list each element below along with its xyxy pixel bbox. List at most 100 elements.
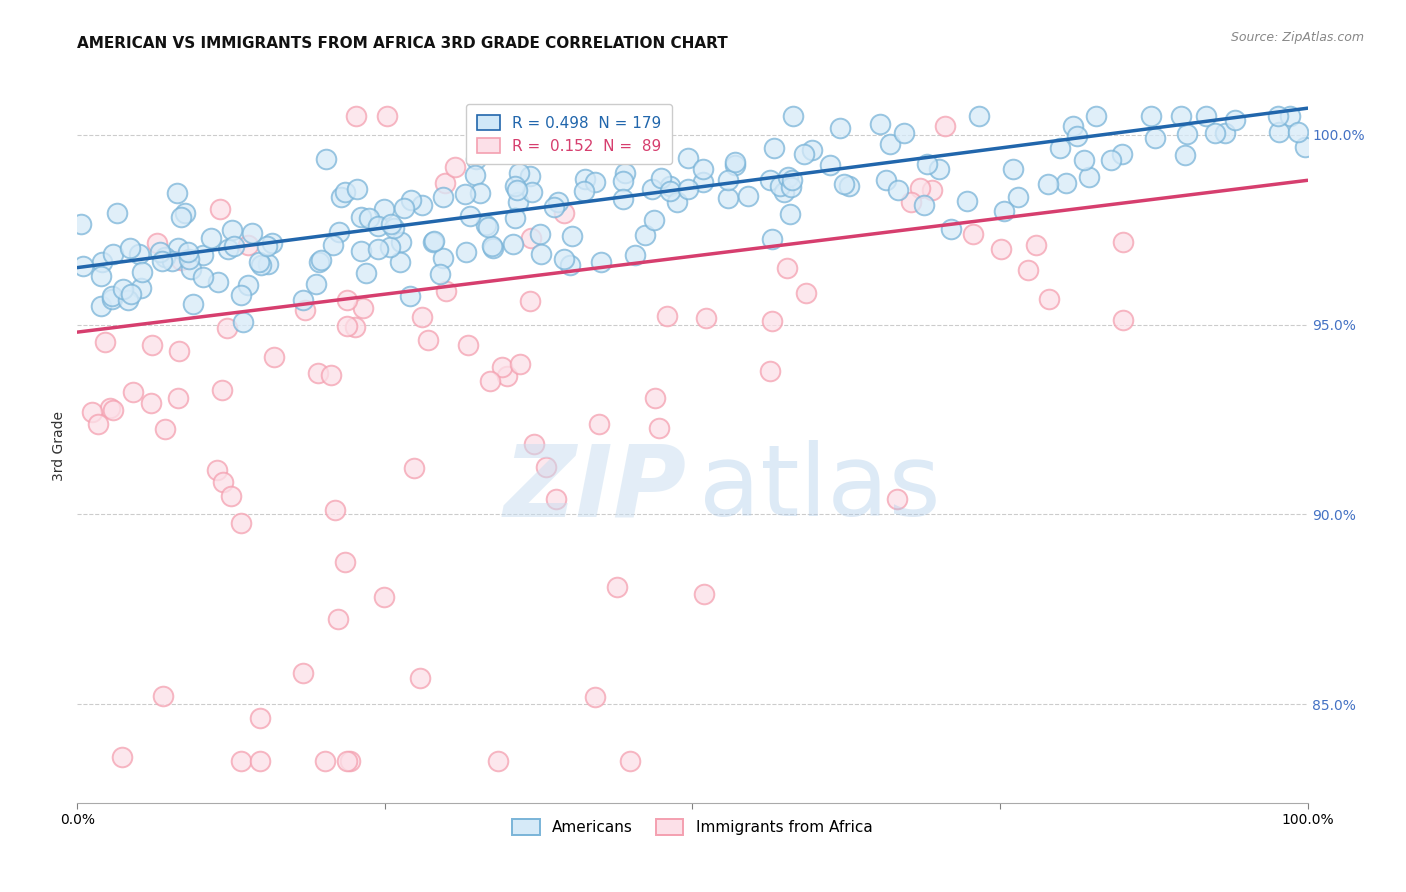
Point bbox=[256, 257, 278, 271]
Point bbox=[191, 269, 214, 284]
Point bbox=[1140, 109, 1163, 123]
Point bbox=[1025, 237, 1047, 252]
Point bbox=[838, 179, 860, 194]
Point bbox=[432, 190, 454, 204]
Point bbox=[506, 195, 529, 210]
Point bbox=[477, 220, 499, 235]
Point bbox=[429, 267, 451, 281]
Point bbox=[260, 235, 283, 250]
Point bbox=[91, 255, 114, 269]
Point bbox=[464, 152, 486, 166]
Point bbox=[291, 293, 314, 307]
Point bbox=[1049, 141, 1071, 155]
Point bbox=[328, 226, 350, 240]
Point bbox=[380, 240, 402, 254]
Point bbox=[90, 268, 112, 283]
Point bbox=[205, 463, 228, 477]
Point bbox=[1288, 125, 1310, 139]
Point bbox=[758, 364, 780, 378]
Point bbox=[928, 162, 950, 177]
Point bbox=[191, 248, 214, 262]
Point bbox=[502, 237, 524, 252]
Point bbox=[247, 255, 270, 269]
Point bbox=[1073, 153, 1095, 167]
Point bbox=[724, 158, 747, 172]
Point bbox=[993, 204, 1015, 219]
Point bbox=[444, 160, 467, 174]
Point bbox=[128, 247, 150, 261]
Point bbox=[240, 226, 263, 240]
Point bbox=[352, 301, 374, 316]
Point bbox=[503, 211, 526, 225]
Point bbox=[1267, 109, 1289, 123]
Point bbox=[900, 194, 922, 209]
Point bbox=[145, 236, 167, 251]
Point bbox=[644, 391, 666, 405]
Point bbox=[305, 277, 328, 291]
Point bbox=[643, 213, 665, 227]
Point bbox=[399, 288, 422, 302]
Point bbox=[118, 241, 141, 255]
Point bbox=[1112, 312, 1135, 326]
Point bbox=[887, 183, 910, 197]
Point bbox=[1038, 177, 1060, 191]
Point bbox=[87, 417, 110, 431]
Point bbox=[589, 254, 612, 268]
Point bbox=[481, 239, 503, 253]
Point bbox=[956, 194, 979, 209]
Point bbox=[1112, 235, 1135, 249]
Point bbox=[111, 282, 134, 296]
Point bbox=[761, 232, 783, 246]
Point bbox=[534, 459, 557, 474]
Point bbox=[373, 590, 395, 604]
Point bbox=[129, 281, 152, 295]
Point bbox=[167, 343, 190, 358]
Point bbox=[780, 173, 803, 187]
Point bbox=[779, 207, 801, 221]
Point bbox=[1007, 190, 1029, 204]
Y-axis label: 3rd Grade: 3rd Grade bbox=[52, 411, 66, 481]
Point bbox=[695, 311, 717, 326]
Point bbox=[614, 166, 637, 180]
Point bbox=[717, 191, 740, 205]
Point bbox=[404, 461, 426, 475]
Point bbox=[344, 320, 367, 334]
Point bbox=[530, 246, 553, 260]
Point bbox=[529, 227, 551, 242]
Point bbox=[359, 211, 381, 225]
Point bbox=[166, 391, 188, 405]
Point bbox=[737, 189, 759, 203]
Point bbox=[309, 253, 332, 268]
Point bbox=[593, 129, 616, 144]
Point bbox=[101, 289, 124, 303]
Point bbox=[231, 754, 253, 768]
Point bbox=[101, 292, 124, 306]
Point bbox=[619, 754, 641, 768]
Legend: Americans, Immigrants from Africa: Americans, Immigrants from Africa bbox=[506, 814, 879, 841]
Point bbox=[232, 315, 254, 329]
Point bbox=[623, 247, 645, 261]
Point bbox=[917, 157, 939, 171]
Text: AMERICAN VS IMMIGRANTS FROM AFRICA 3RD GRADE CORRELATION CHART: AMERICAN VS IMMIGRANTS FROM AFRICA 3RD G… bbox=[77, 36, 728, 51]
Point bbox=[962, 227, 984, 241]
Point bbox=[90, 299, 112, 313]
Point bbox=[217, 321, 239, 335]
Point bbox=[344, 109, 367, 123]
Point bbox=[1111, 146, 1133, 161]
Point bbox=[475, 219, 498, 233]
Point bbox=[692, 162, 714, 177]
Point bbox=[561, 228, 583, 243]
Point bbox=[1204, 126, 1226, 140]
Point bbox=[121, 384, 143, 399]
Point bbox=[650, 171, 672, 186]
Point bbox=[779, 180, 801, 194]
Point bbox=[350, 244, 373, 258]
Point bbox=[155, 250, 177, 264]
Point bbox=[160, 254, 183, 268]
Point bbox=[333, 185, 356, 199]
Point bbox=[520, 185, 543, 199]
Point bbox=[893, 126, 915, 140]
Point bbox=[80, 404, 103, 418]
Point bbox=[458, 209, 481, 223]
Point bbox=[692, 175, 714, 189]
